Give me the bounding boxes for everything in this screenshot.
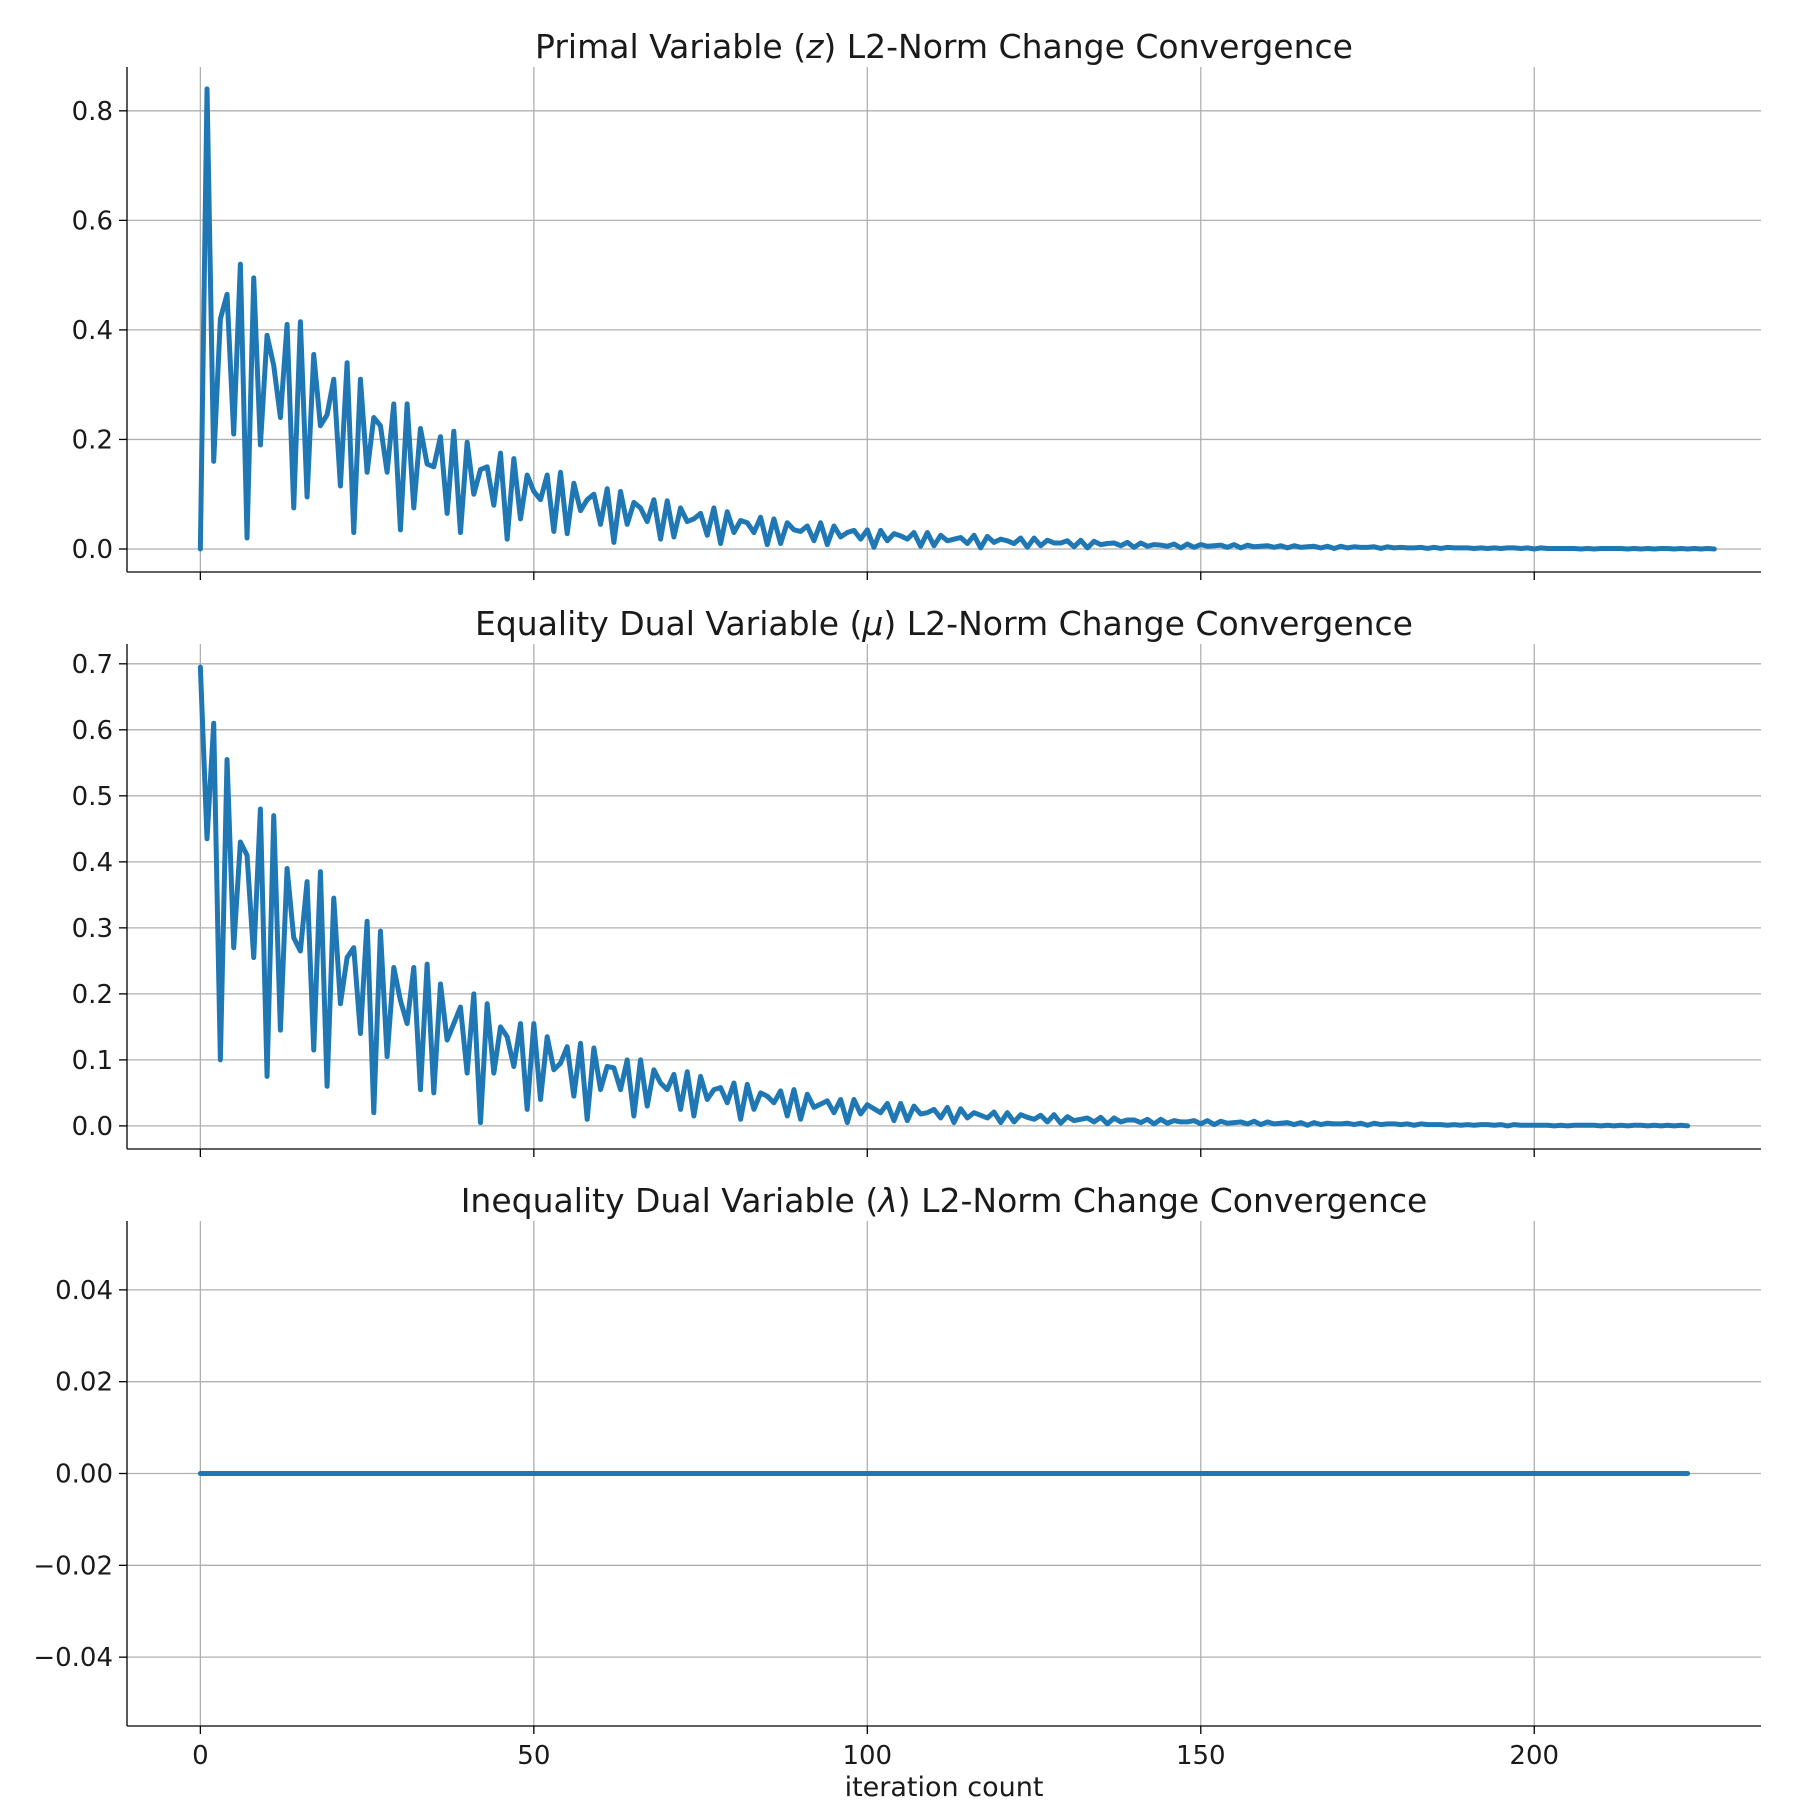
y-tick-label: 0.3 <box>72 914 113 944</box>
x-axis-label: iteration count <box>845 1772 1044 1800</box>
y-tick-label: 0.4 <box>72 316 113 346</box>
chart-panel-2: 0.0 0.1 0.2 0.3 0.4 0.5 0.6 0.7 Equality Dual Va… <box>72 604 1761 1157</box>
y-tick-label: 0.02 <box>55 1368 113 1398</box>
y-tick-label: 0.00 <box>55 1460 113 1490</box>
x-tick-label: 100 <box>842 1741 892 1771</box>
y-tick-label: 0.04 <box>55 1276 113 1306</box>
y-tick-label: 0.5 <box>72 782 113 812</box>
chart-title: Primal Variable (z) L2-Norm Change Conve… <box>535 27 1353 66</box>
y-tick-label: 0.1 <box>72 1046 113 1076</box>
y-tick-label: 0.7 <box>72 650 113 680</box>
x-tick-label: 0 <box>192 1741 209 1771</box>
y-tick-label: 0.8 <box>72 97 113 127</box>
y-tick-label: 0.4 <box>72 848 113 878</box>
x-tick-label: 200 <box>1509 1741 1559 1771</box>
y-tick-label: 0.6 <box>72 716 113 746</box>
x-tick-label: 50 <box>517 1741 550 1771</box>
series-line <box>197 664 1691 1129</box>
series-line <box>197 86 1717 552</box>
chart-panel-1: 0.0 0.2 0.4 0.6 0.8 Primal Variable (z) L2-No… <box>72 27 1761 580</box>
y-tick-label: −0.04 <box>33 1643 113 1673</box>
y-tick-label: 0.0 <box>72 535 113 565</box>
y-tick-label: 0.2 <box>72 425 113 455</box>
x-tick-label: 150 <box>1176 1741 1226 1771</box>
y-tick-label: 0.6 <box>72 206 113 236</box>
chart-title: Inequality Dual Variable (λ) L2-Norm Cha… <box>461 1181 1428 1220</box>
chart-title: Equality Dual Variable (μ) L2-Norm Chang… <box>475 604 1413 643</box>
chart-panel-3: 0 50 100 150 200 −0.04 −0.02 0.00 0.02 0.04 Inequa… <box>33 1181 1761 1800</box>
y-tick-label: 0.0 <box>72 1112 113 1142</box>
y-tick-label: −0.02 <box>33 1551 113 1581</box>
y-tick-label: 0.2 <box>72 980 113 1010</box>
